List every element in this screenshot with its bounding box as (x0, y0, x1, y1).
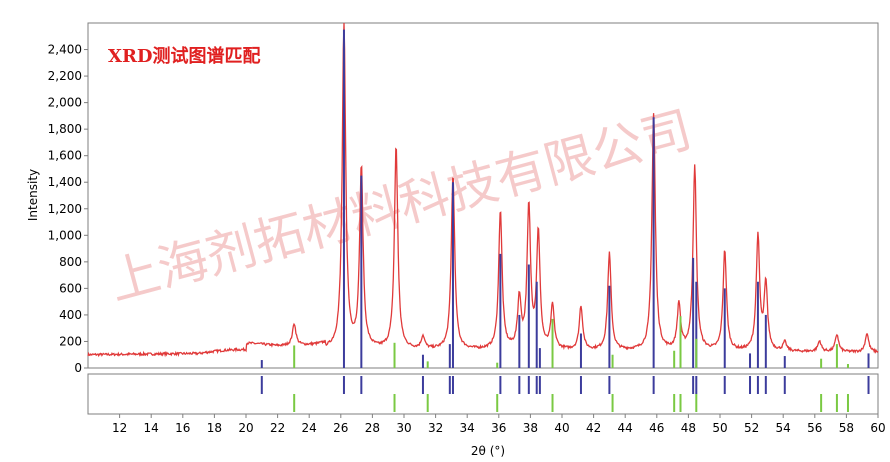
x-tick-label: 30 (396, 421, 411, 435)
x-tick-label: 24 (302, 421, 317, 435)
stick-layer (260, 29, 870, 368)
x-tick-label: 52 (744, 421, 759, 435)
x-tick-label: 28 (365, 421, 380, 435)
x-tick-label: 32 (428, 421, 443, 435)
x-tick-label: 56 (807, 421, 822, 435)
x-tick-label: 36 (491, 421, 506, 435)
x-tick-label: 12 (112, 421, 127, 435)
chart-title: XRD测试图谱匹配 (108, 45, 261, 67)
x-tick-label: 44 (618, 421, 633, 435)
x-tick-label: 20 (238, 421, 253, 435)
x-tick-label: 14 (144, 421, 159, 435)
pattern-layer (87, 22, 879, 358)
x-axis-title: 2θ (°) (471, 444, 505, 458)
x-tick-label: 60 (870, 421, 885, 435)
y-tick-label: 600 (59, 281, 82, 295)
y-tick-label: 1,200 (48, 202, 82, 216)
y-axis-title: Intensity (26, 169, 40, 221)
xrd-pattern-line (87, 22, 879, 358)
x-tick-label: 42 (586, 421, 601, 435)
y-tick-label: 200 (59, 334, 82, 348)
x-tick-label: 50 (712, 421, 727, 435)
x-tick-label: 34 (460, 421, 475, 435)
y-tick-label: 800 (59, 255, 82, 269)
reference-stick-layer (260, 376, 870, 412)
y-tick-label: 0 (74, 361, 82, 375)
y-tick-label: 1,600 (48, 149, 82, 163)
y-tick-label: 2,400 (48, 43, 82, 57)
x-tick-label: 38 (523, 421, 538, 435)
x-tick-label: 16 (175, 421, 190, 435)
plot-frame (87, 22, 879, 415)
x-tick-label: 48 (681, 421, 696, 435)
x-tick-label: 26 (333, 421, 348, 435)
bottom-stick-panel-border (87, 373, 879, 415)
y-tick-label: 400 (59, 308, 82, 322)
y-tick-label: 1,800 (48, 122, 82, 136)
x-tick-label: 58 (839, 421, 854, 435)
x-axis: 12 14 16 18 20 22 24 26 28 30 32 34 36 38 40 42 44 46 48 50… (112, 414, 886, 435)
x-tick-label: 54 (776, 421, 791, 435)
y-tick-label: 1,000 (48, 228, 82, 242)
x-tick-label: 46 (649, 421, 664, 435)
x-tick-label: 18 (207, 421, 222, 435)
y-tick-label: 2,200 (48, 69, 82, 83)
x-tick-label: 40 (554, 421, 569, 435)
y-axis: 0 200 400 600 800 1,000 1,200 1,400 1,600 1,800 2,… (48, 43, 88, 375)
x-tick-label: 22 (270, 421, 285, 435)
y-tick-label: 2,000 (48, 96, 82, 110)
top-plot-border (87, 22, 879, 369)
y-tick-label: 1,400 (48, 175, 82, 189)
